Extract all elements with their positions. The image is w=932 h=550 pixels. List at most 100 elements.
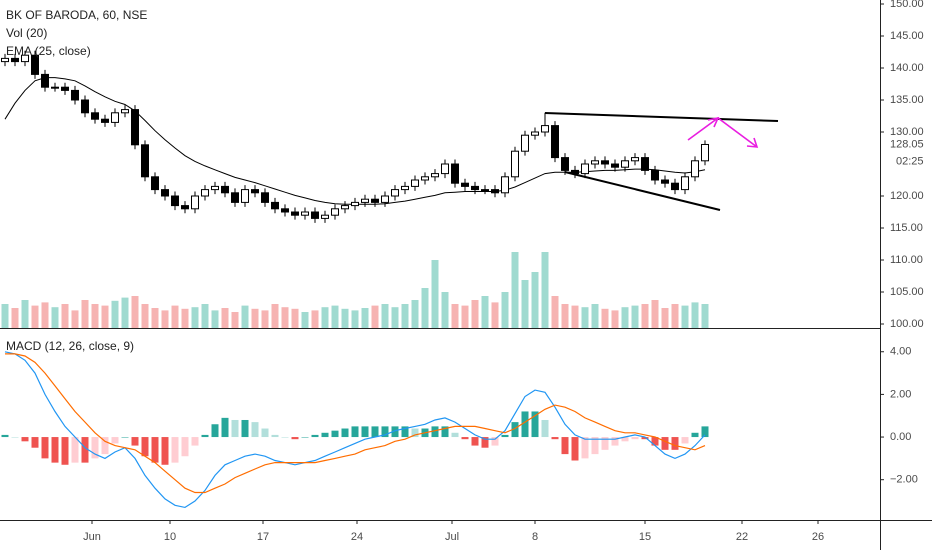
volume-bar [191,307,199,328]
candle-body [701,143,709,162]
candle-body [171,195,179,207]
volume-bar [311,310,319,328]
volume-bar [471,300,479,328]
y-tick-label: 150.00 [890,0,924,10]
candle [431,169,439,182]
macd-hist-bar [281,437,289,438]
candle-body [671,182,679,191]
volume-bar [671,304,679,328]
macd-hist-bar [191,437,199,446]
candle-body [21,54,29,63]
candle [611,159,619,172]
candle-body [51,86,59,89]
volume-bar [681,305,689,328]
macd-hist-bar [251,422,259,438]
candle-body [281,208,289,213]
candle-body [421,176,429,181]
candle-body [141,144,149,178]
candle-body [561,157,569,171]
macd-hist-bar [681,437,689,444]
candle [201,185,209,201]
macd-hist-bar [171,437,179,463]
candle-body [11,57,19,63]
candle [381,191,389,207]
x-tick-label: 24 [351,531,363,543]
macd-hist-bar [661,437,669,450]
macd-hist-bar [671,437,679,450]
macd-hist-bar [181,437,189,457]
candle [551,121,559,163]
candle-body [581,163,589,175]
candle [51,82,59,92]
macd-hist-bar [451,432,459,438]
countdown-label: 02:25 [896,155,924,167]
volume-bar [491,302,499,328]
candle [111,108,119,127]
legend-entry: EMA (25, close) [6,44,91,58]
candle [391,185,399,201]
candle-body [431,173,439,178]
candle [171,191,179,211]
macd-hist-bar [501,434,509,438]
volume-bar [461,305,469,328]
macd-hist-bar [561,437,569,455]
macd-hist-bar [401,426,409,438]
candle-body [381,195,389,203]
macd-hist-bar [531,411,539,438]
arrow-head [746,137,759,148]
macd-hist-bar [21,437,29,442]
y-tick-label: 105.00 [890,286,924,298]
macd-hist-bar [201,434,209,438]
x-tick-label: Jun [83,531,101,543]
candle-body [1,57,9,63]
macd-hist-bar [261,428,269,438]
candle [241,185,249,207]
candle [581,159,589,179]
volume-bar [521,280,529,328]
macd-hist-bar [301,437,309,438]
candle-body [121,109,129,114]
candle-body [641,157,649,171]
candle-body [401,185,409,191]
candle-body [151,176,159,191]
macd-hist-bar [131,437,139,446]
candle-body [521,134,529,152]
volume-bar [321,307,329,328]
y-tick-label: 100.00 [890,318,924,330]
candle-body [311,211,319,219]
volume-bar [451,304,459,328]
macd-hist-bar [321,432,329,438]
candle-body [471,185,479,191]
candle-body [501,176,509,194]
candle-body [541,125,549,133]
candle [271,197,279,214]
candle-body [531,131,539,136]
candle-body [451,163,459,184]
candle [161,185,169,201]
volume-bar [701,304,709,328]
candle-body [261,192,269,203]
volume-bar [131,296,139,328]
volume-bar [511,252,519,328]
candle-body [411,179,419,187]
chart-title: BK OF BARODA, 60, NSE [6,8,147,22]
candle [231,188,239,207]
macd-hist-bar [161,437,169,465]
macd-hist-bar [121,437,129,438]
macd-hist-bar [591,437,599,455]
x-tick-label: 26 [812,531,824,543]
candle [601,156,609,169]
candle-body [441,163,449,175]
candle [491,185,499,198]
candle-body [231,192,239,203]
volume-bar [181,308,189,328]
macd-hist-bar [51,437,59,463]
candle [141,140,149,182]
macd-line [4,351,706,509]
macd-hist-bar [471,437,479,446]
macd-hist-bar [371,426,379,438]
macd-hist-bar [701,426,709,438]
last-price-label: 128.05 [890,138,924,150]
volume-bar [381,304,389,328]
